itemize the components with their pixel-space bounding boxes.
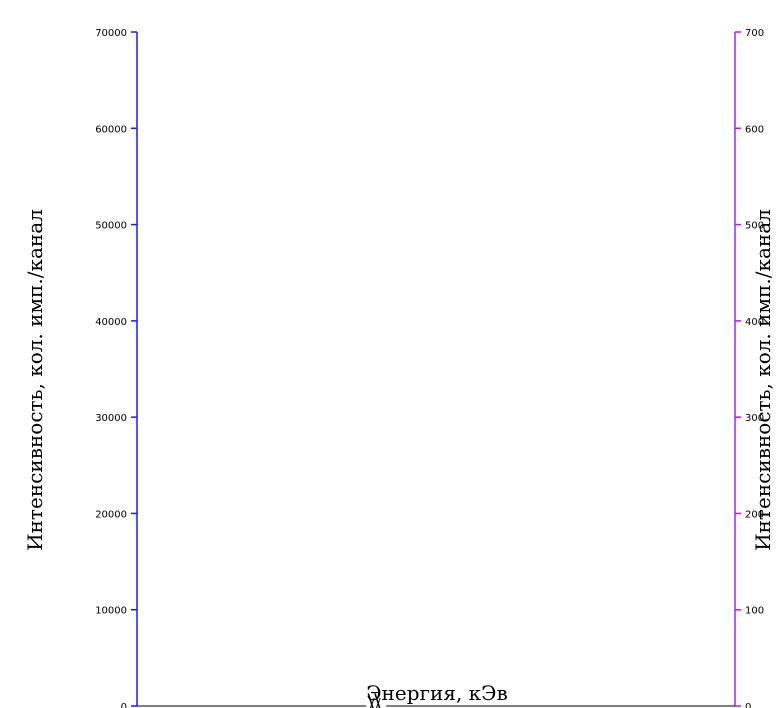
x-axis-title: Энергия, кЭв	[366, 681, 507, 705]
right-tick-label: 100	[745, 606, 764, 617]
left-tick-label: 50000	[95, 221, 127, 232]
axis-break-slash	[375, 697, 381, 708]
left-tick-label: 30000	[95, 413, 127, 424]
left-y-axis-title: Интенсивность, кол. имп./канал	[23, 209, 47, 551]
left-tick-label: 10000	[95, 606, 127, 617]
left-tick-label: 0	[121, 702, 127, 708]
left-tick-label: 60000	[95, 124, 127, 135]
left-tick-label: 40000	[95, 317, 127, 328]
left-tick-label: 20000	[95, 509, 127, 520]
right-tick-label: 300	[745, 413, 764, 424]
left-tick-label: 70000	[95, 28, 127, 39]
x-axis	[137, 697, 735, 708]
right-tick-label: 500	[745, 221, 764, 232]
right-tick-label: 700	[745, 28, 764, 39]
axis-break-slash	[369, 697, 375, 708]
axis-break-mark: \\	[367, 689, 381, 708]
right-tick-label: 0	[745, 702, 751, 708]
right-y-axis-title: Интенсивность, кол. имп./канал	[751, 209, 775, 551]
right-y-axis: 0 100 200 300 400 500 600 700	[734, 28, 764, 708]
left-y-axis: 0 10000 20000 30000 40000 50000 60000 70000	[95, 28, 138, 708]
right-tick-label: 600	[745, 124, 764, 135]
right-tick-label: 400	[745, 317, 764, 328]
right-tick-label: 200	[745, 509, 764, 520]
